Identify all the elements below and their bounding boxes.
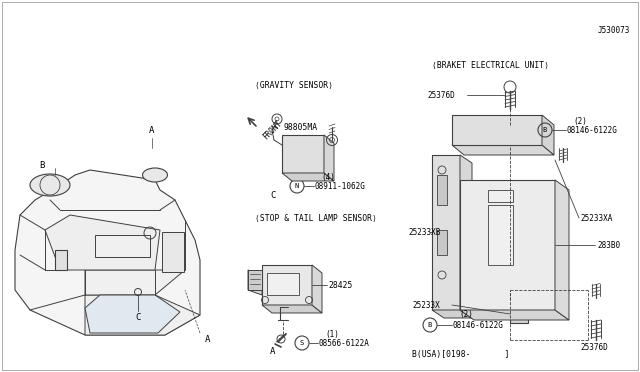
Polygon shape — [555, 180, 569, 320]
Text: 25376D: 25376D — [427, 90, 455, 99]
Bar — [267, 273, 299, 295]
Polygon shape — [282, 173, 334, 181]
Text: ⟨BRAKET ELECTRICAL UNIT⟩: ⟨BRAKET ELECTRICAL UNIT⟩ — [432, 61, 549, 70]
Text: (2): (2) — [459, 311, 473, 320]
Text: 25233XA: 25233XA — [580, 214, 612, 222]
Text: ⟨STOP & TAIL LAMP SENSOR⟩: ⟨STOP & TAIL LAMP SENSOR⟩ — [255, 214, 377, 222]
Text: 283B0: 283B0 — [597, 241, 620, 250]
Ellipse shape — [143, 168, 168, 182]
Text: FRONT: FRONT — [261, 119, 284, 141]
Polygon shape — [460, 310, 569, 320]
Text: 08566-6122A: 08566-6122A — [319, 339, 370, 347]
Bar — [437, 175, 447, 205]
Polygon shape — [432, 310, 472, 318]
Polygon shape — [460, 155, 472, 318]
Bar — [248, 270, 262, 290]
Polygon shape — [15, 170, 200, 335]
Polygon shape — [510, 305, 528, 323]
Text: C: C — [270, 190, 275, 199]
Text: 25233X: 25233X — [412, 301, 440, 310]
Text: (1): (1) — [325, 330, 339, 339]
Polygon shape — [432, 155, 460, 310]
Polygon shape — [282, 135, 324, 173]
Text: A: A — [270, 347, 275, 356]
Text: A: A — [149, 125, 155, 135]
Text: 08911-1062G: 08911-1062G — [315, 182, 366, 190]
Polygon shape — [262, 305, 322, 313]
Text: ⟨GRAVITY SENSOR⟩: ⟨GRAVITY SENSOR⟩ — [255, 80, 333, 90]
Polygon shape — [460, 180, 555, 310]
Bar — [95, 235, 150, 257]
Text: 25376D: 25376D — [580, 343, 608, 353]
Bar — [162, 232, 184, 272]
Text: J530073: J530073 — [598, 26, 630, 35]
Polygon shape — [85, 270, 185, 295]
Polygon shape — [262, 265, 312, 305]
Text: B: B — [428, 322, 432, 328]
Bar — [437, 230, 447, 255]
Polygon shape — [452, 145, 554, 155]
Text: 28425: 28425 — [328, 280, 353, 289]
Polygon shape — [85, 295, 200, 335]
Text: S: S — [300, 340, 304, 346]
Text: C: C — [135, 314, 141, 323]
Text: (4): (4) — [321, 173, 335, 182]
Text: 08146-6122G: 08146-6122G — [567, 125, 618, 135]
Text: B(USA)[0198-       ]: B(USA)[0198- ] — [412, 350, 509, 359]
Text: (2): (2) — [573, 116, 587, 125]
Polygon shape — [248, 270, 262, 295]
Text: B: B — [39, 160, 45, 170]
Bar — [488, 190, 513, 202]
Text: 08146-6122G: 08146-6122G — [453, 321, 504, 330]
Text: N: N — [295, 183, 299, 189]
Text: B: B — [543, 127, 547, 133]
Bar — [488, 205, 513, 265]
Polygon shape — [85, 295, 180, 333]
Bar — [55, 250, 67, 270]
Polygon shape — [452, 115, 542, 145]
Ellipse shape — [30, 174, 70, 196]
Text: A: A — [205, 336, 211, 344]
Text: 25233XB: 25233XB — [408, 228, 440, 237]
Text: 98805MA: 98805MA — [284, 122, 318, 131]
Polygon shape — [45, 215, 160, 270]
Polygon shape — [324, 135, 334, 181]
Polygon shape — [542, 115, 554, 155]
Polygon shape — [312, 265, 322, 313]
